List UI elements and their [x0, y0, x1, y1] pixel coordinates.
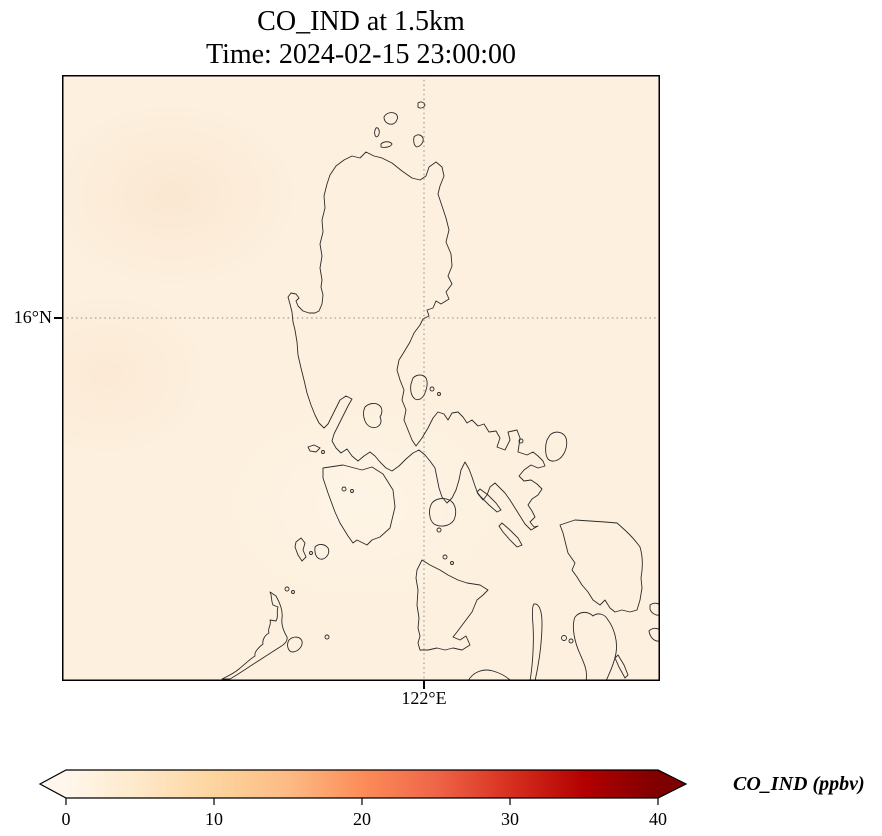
y-axis-tick-label: 16°N	[13, 307, 52, 327]
x-axis-tick-label: 122°E	[401, 688, 447, 708]
title-block: CO_IND at 1.5km Time: 2024-02-15 23:00:0…	[62, 5, 660, 71]
colorbar-tick-label-3: 30	[501, 809, 519, 829]
coastline-east-edge-islands	[648, 602, 660, 642]
figure-subtitle: Time: 2024-02-15 23:00:00	[205, 39, 517, 70]
coastline-luzon	[287, 151, 546, 531]
map-plot	[62, 75, 660, 681]
concentration-smudge	[62, 100, 302, 290]
y-axis-tick	[54, 317, 62, 319]
colorbar-tick-label-2: 20	[353, 809, 371, 829]
coastline-babuyan-islands	[374, 101, 426, 148]
coastline-mindoro	[322, 464, 396, 546]
coastline-north-cebu	[529, 603, 543, 681]
colorbar-ticks	[65, 798, 659, 805]
coastline-romblon-group	[294, 527, 442, 562]
coastline-masbate-islets	[561, 635, 574, 644]
coastline-panaon	[614, 654, 629, 679]
colorbar-over-arrow	[658, 770, 686, 798]
colorbar-under-arrow	[40, 770, 66, 798]
figure-title: CO_IND at 1.5km	[257, 6, 465, 37]
coastline-samar	[559, 519, 643, 613]
colorbar-tick-label-0: 0	[62, 809, 71, 829]
concentration-smudge	[212, 400, 512, 610]
concentration-smudge	[62, 290, 212, 460]
coastline-lubang	[307, 444, 325, 454]
colorbar-tick-label-4: 40	[649, 809, 667, 829]
colorbar-label: CO_IND (ppbv)	[733, 773, 865, 795]
coastline-polillo	[410, 374, 441, 401]
x-axis-tick	[423, 681, 425, 689]
coastline-masbate	[415, 559, 489, 651]
coastline-busuanga	[221, 586, 330, 680]
coastline-visayas-edge	[467, 669, 512, 681]
coastline-burias-ticao	[341, 438, 524, 565]
coastline-catanduanes	[545, 431, 568, 462]
colorbar-gradient	[66, 770, 658, 798]
map-frame	[62, 75, 660, 681]
coastline-leyte	[572, 611, 617, 681]
colorbar: 0 10 20 30 40 CO_IND (ppbv)	[38, 769, 865, 829]
coastline-marinduque	[429, 498, 457, 527]
lake-laguna-de-bay	[363, 403, 383, 429]
colorbar-tick-label-1: 10	[205, 809, 223, 829]
